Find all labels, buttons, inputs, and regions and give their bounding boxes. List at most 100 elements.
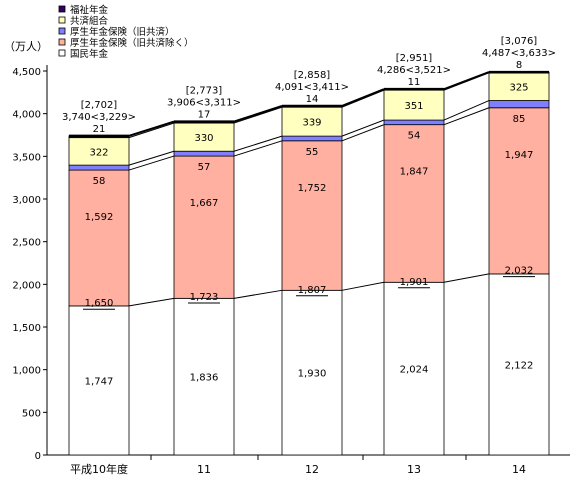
bar-segment — [488, 107, 550, 275]
data-label: 1,930 — [298, 369, 327, 380]
data-label: 339 — [302, 118, 321, 129]
series-connector-line — [443, 107, 490, 126]
bar-segment — [281, 140, 343, 291]
y-tick-label: 3,500 — [12, 152, 41, 163]
y-tick-label: 4,000 — [12, 110, 41, 121]
series-connector-line — [128, 122, 175, 139]
bar-segment — [68, 164, 130, 171]
data-label: 1,947 — [505, 150, 534, 161]
series-connector-line — [233, 106, 283, 124]
top-annotation-bracket: [2,773] — [186, 86, 223, 97]
series-connector-line — [443, 100, 490, 121]
top-annotation-total: 4,091<3,411> — [275, 82, 349, 93]
y-tick-label: 1,000 — [12, 366, 41, 377]
bar-segment — [173, 150, 235, 157]
series-connector-line — [443, 273, 490, 283]
top-annotation-total: 3,906<3,311> — [167, 98, 241, 109]
bar-segment — [173, 155, 235, 299]
legend-label: 国民年金 — [70, 48, 109, 60]
data-label: 2,024 — [400, 365, 429, 376]
x-tick-label: 平成10年度 — [70, 462, 128, 476]
top-annotation-total: 4,487<3,633> — [482, 48, 556, 59]
series-connector-line — [341, 124, 385, 142]
series-connector-line — [341, 88, 385, 107]
series-connector-line — [233, 289, 283, 299]
bar-segment — [383, 89, 445, 121]
top-annotation-bracket: [2,702] — [81, 100, 118, 111]
series-connector-line — [233, 135, 283, 152]
y-tick-label: 3,000 — [12, 195, 41, 206]
data-label: 55 — [306, 147, 319, 158]
data-label: 21 — [93, 124, 106, 135]
series-connector-line — [341, 119, 385, 137]
underlined-data-label: 1,723 — [190, 292, 219, 303]
y-axis-unit-label: （万人） — [4, 40, 48, 53]
top-annotation-total: 3,740<3,229> — [62, 112, 136, 123]
data-label: 85 — [513, 114, 526, 125]
bar-segment — [68, 169, 130, 307]
underlined-data-label: 1,807 — [298, 285, 327, 296]
data-label: 1,847 — [400, 167, 429, 178]
data-label: 2,122 — [505, 360, 534, 371]
data-label: 330 — [194, 133, 213, 144]
data-label: 11 — [408, 77, 421, 88]
underlined-data-label: 2,032 — [505, 266, 534, 277]
series-connector-line — [128, 150, 175, 166]
bar-segment — [68, 305, 130, 456]
legend-swatch — [58, 49, 66, 57]
series-connector-line — [128, 120, 175, 137]
data-label: 322 — [89, 147, 108, 158]
bar-segment — [68, 137, 130, 166]
x-tick-label: 14 — [512, 463, 526, 476]
bar-segment — [383, 124, 445, 283]
bar-segment — [383, 281, 445, 456]
bar-segment — [488, 72, 550, 101]
x-tick-label: 11 — [197, 463, 211, 476]
data-label: 8 — [516, 60, 522, 71]
bar-segment — [281, 135, 343, 142]
data-label: 17 — [198, 110, 211, 121]
data-label: 1,752 — [298, 183, 327, 194]
legend-label: 福祉年金 — [70, 4, 109, 16]
legend-label: 厚生年金保険（旧共済除く） — [70, 37, 194, 49]
y-tick-label: 2,000 — [12, 280, 41, 291]
series-connector-line — [128, 297, 175, 307]
legend-swatch — [58, 27, 66, 35]
top-annotation-bracket: [3,076] — [501, 36, 538, 47]
bar-segment — [488, 273, 550, 456]
data-label: 14 — [306, 94, 319, 105]
bar-segment — [173, 122, 235, 152]
bar-segment — [488, 100, 550, 109]
legend-label: 共済組合 — [70, 15, 109, 27]
series-connector-line — [341, 281, 385, 291]
y-tick-label: 500 — [22, 408, 41, 419]
y-tick-label: 0 — [35, 451, 41, 462]
bar-segment — [383, 119, 445, 126]
x-tick-label: 12 — [305, 463, 319, 476]
series-connector-line — [233, 105, 283, 123]
underlined-data-label: 1,901 — [400, 277, 429, 288]
data-label: 325 — [509, 83, 528, 94]
series-connector-line — [443, 71, 490, 91]
top-annotation-bracket: [2,858] — [294, 70, 331, 81]
data-label: 57 — [198, 162, 211, 173]
legend-swatch — [58, 38, 66, 46]
legend-swatch — [58, 5, 66, 13]
data-label: 1,836 — [190, 373, 219, 384]
legend-label: 厚生年金保険（旧共済） — [70, 26, 175, 38]
y-tick-label: 1,500 — [12, 323, 41, 334]
top-annotation-total: 4,286<3,521> — [377, 65, 451, 76]
data-label: 1,667 — [190, 198, 219, 209]
series-connector-line — [233, 140, 283, 157]
y-tick-label: 4,500 — [12, 67, 41, 78]
bar-segment — [173, 297, 235, 456]
data-label: 1,592 — [85, 212, 114, 223]
underlined-data-label: 1,650 — [85, 298, 114, 309]
data-label: 54 — [408, 131, 421, 142]
legend-swatch — [58, 16, 66, 24]
data-label: 58 — [93, 176, 106, 187]
data-label: 351 — [404, 101, 423, 112]
series-connector-line — [128, 155, 175, 171]
